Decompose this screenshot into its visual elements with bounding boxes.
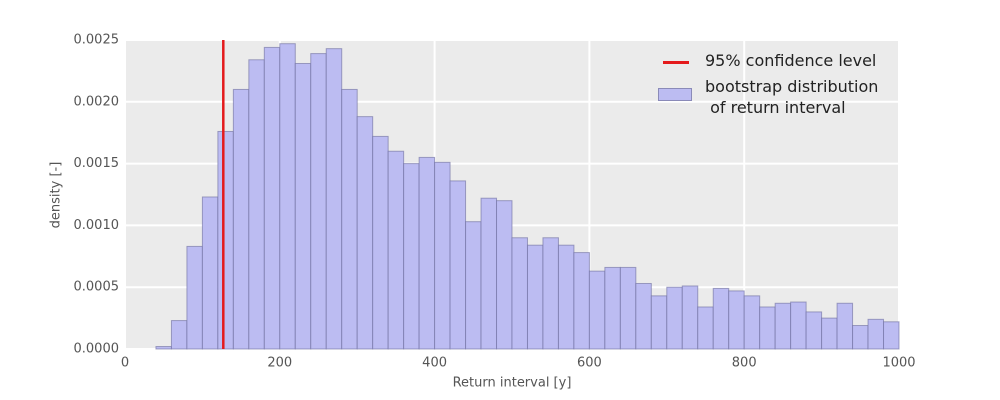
legend-label: 95% confidence level [705,51,877,70]
x-tick-label: 200 [267,356,292,371]
bar [356,116,374,350]
legend-key [655,76,705,101]
bar [852,325,869,350]
bar [201,196,219,350]
x-tick-label: 600 [577,356,602,371]
x-tick-label: 1000 [882,356,915,371]
x-axis-label: Return interval [y] [453,376,572,391]
bar [743,295,761,350]
legend-entry: 95% confidence level [655,50,878,72]
bar [666,286,683,350]
y-tick-label: 0.0020 [74,94,120,109]
legend-entry: bootstrap distribution of return interva… [655,76,878,118]
bar [294,62,312,350]
bar [480,197,498,350]
bar [821,317,838,350]
bar [712,287,730,350]
bar [155,346,172,350]
legend: 95% confidence level bootstrap distributi… [655,50,878,122]
y-tick-label: 0.0010 [74,218,120,233]
bar [526,244,544,350]
legend-swatch [663,61,689,64]
x-tick-label: 400 [422,356,447,371]
bar [805,311,823,350]
bar [418,156,436,350]
bar [263,46,281,350]
bar [465,221,482,350]
bar [279,43,296,350]
bar [449,180,467,350]
bar [341,88,358,350]
bar [728,290,745,350]
bar [619,266,637,350]
bar [511,237,528,350]
bar [496,200,513,350]
bar [588,270,606,350]
bar [170,320,188,350]
bar [542,237,559,350]
bar [434,161,451,350]
bar [681,285,699,350]
bar [790,301,807,350]
bar [697,306,714,350]
legend-swatch [658,88,692,101]
bar [557,244,575,350]
bar [867,318,885,350]
bar [325,48,343,350]
y-tick-label: 0.0005 [74,280,120,295]
bar [883,321,900,350]
bar [650,295,668,350]
y-axis-label: density [-] [49,162,64,229]
bar [387,150,405,350]
legend-key [655,50,705,72]
bar [217,130,234,350]
bar [403,163,420,350]
bar [248,59,265,350]
bar [836,302,854,350]
bar [759,306,776,350]
y-tick-label: 0.0015 [74,156,120,171]
x-tick-label: 0 [121,356,129,371]
x-tick-label: 800 [732,356,757,371]
bar [774,302,792,350]
bar [186,245,203,350]
y-tick-label: 0.0025 [74,33,120,48]
legend-label: bootstrap distribution of return interva… [705,77,879,117]
bar [310,53,327,350]
bar [604,266,621,350]
bar [573,252,590,350]
bar [232,88,250,350]
bar [635,282,652,350]
bar [372,135,389,350]
y-tick-label: 0.0000 [74,342,120,357]
